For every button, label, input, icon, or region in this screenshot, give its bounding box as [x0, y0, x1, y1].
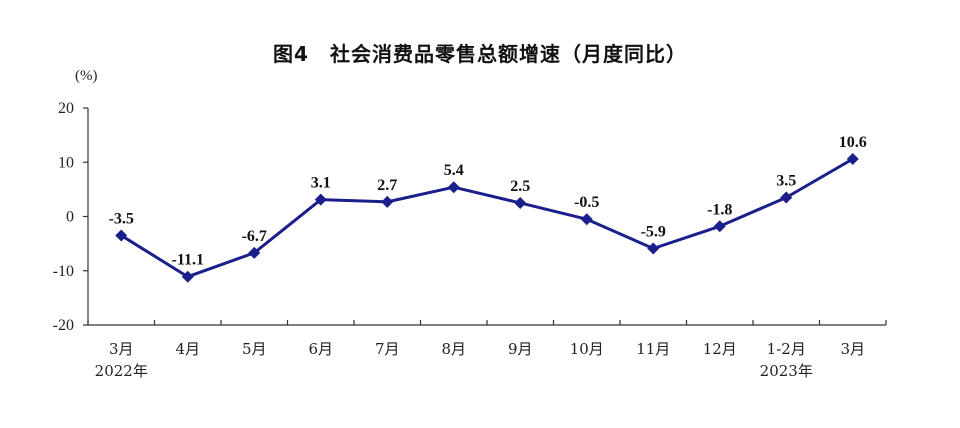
data-label: -3.5	[109, 210, 134, 227]
x-axis-ticks: 3月 4月 5月 6月 7月 8月 9月 10月 11月 12月 1-2月 3月 2022年 2023年	[87, 320, 887, 380]
x-tick-label: 9月	[508, 340, 533, 358]
x-tick-label: 1-2月	[767, 340, 806, 358]
data-label: 2.7	[377, 177, 397, 194]
data-point-marker	[314, 193, 327, 206]
data-point-marker	[846, 152, 859, 165]
y-unit-label: (%)	[75, 68, 98, 84]
data-label: -0.5	[574, 194, 599, 211]
data-point-marker	[115, 229, 128, 242]
data-label: -6.7	[242, 228, 267, 245]
data-point-marker	[248, 246, 261, 259]
data-label: 5.4	[444, 162, 464, 179]
data-labels: -3.5 -11.1 -6.7 3.1 2.7 5.4 2.5 -0.5 -5.9 -1.8 3.5…	[109, 134, 867, 269]
x-year-label: 2023年	[760, 362, 813, 380]
series-polyline	[120, 157, 854, 279]
x-tick-label: 7月	[375, 340, 400, 358]
data-point-marker	[713, 220, 726, 233]
x-tick-label: 3月	[840, 340, 865, 358]
data-label: -5.9	[641, 224, 666, 241]
y-tick-label: -10	[53, 263, 74, 280]
data-label: -11.1	[172, 252, 204, 269]
data-point-marker	[647, 242, 660, 255]
y-tick-label: 20	[58, 100, 74, 117]
data-point-marker	[580, 213, 593, 226]
data-label: 2.5	[510, 178, 530, 195]
x-tick-label: 12月	[703, 340, 737, 358]
data-label: 3.1	[311, 175, 331, 192]
data-label: -1.8	[707, 201, 732, 218]
series-line	[115, 152, 859, 283]
x-tick-label: 8月	[441, 340, 466, 358]
x-tick-label: 4月	[175, 340, 200, 358]
chart-title: 图4 社会消费品零售总额增速（月度同比）	[273, 42, 687, 66]
data-point-marker	[780, 191, 793, 204]
y-tick-label: 10	[58, 154, 74, 171]
x-year-label: 2022年	[95, 362, 148, 380]
y-tick-label: -20	[53, 317, 74, 334]
data-label: 3.5	[776, 173, 796, 190]
axes	[87, 108, 886, 326]
y-axis-ticks: -20 -10 0 10 20	[53, 100, 88, 334]
x-tick-label: 6月	[308, 340, 333, 358]
x-tick-label: 3月	[109, 340, 134, 358]
data-point-marker	[447, 181, 460, 194]
x-tick-label: 5月	[242, 340, 267, 358]
data-point-marker	[514, 196, 527, 209]
y-tick-label: 0	[66, 209, 74, 226]
data-point-marker	[381, 195, 394, 208]
data-label: 10.6	[839, 134, 867, 151]
data-point-marker	[181, 270, 194, 283]
x-tick-label: 10月	[570, 340, 604, 358]
x-tick-label: 11月	[636, 340, 670, 358]
